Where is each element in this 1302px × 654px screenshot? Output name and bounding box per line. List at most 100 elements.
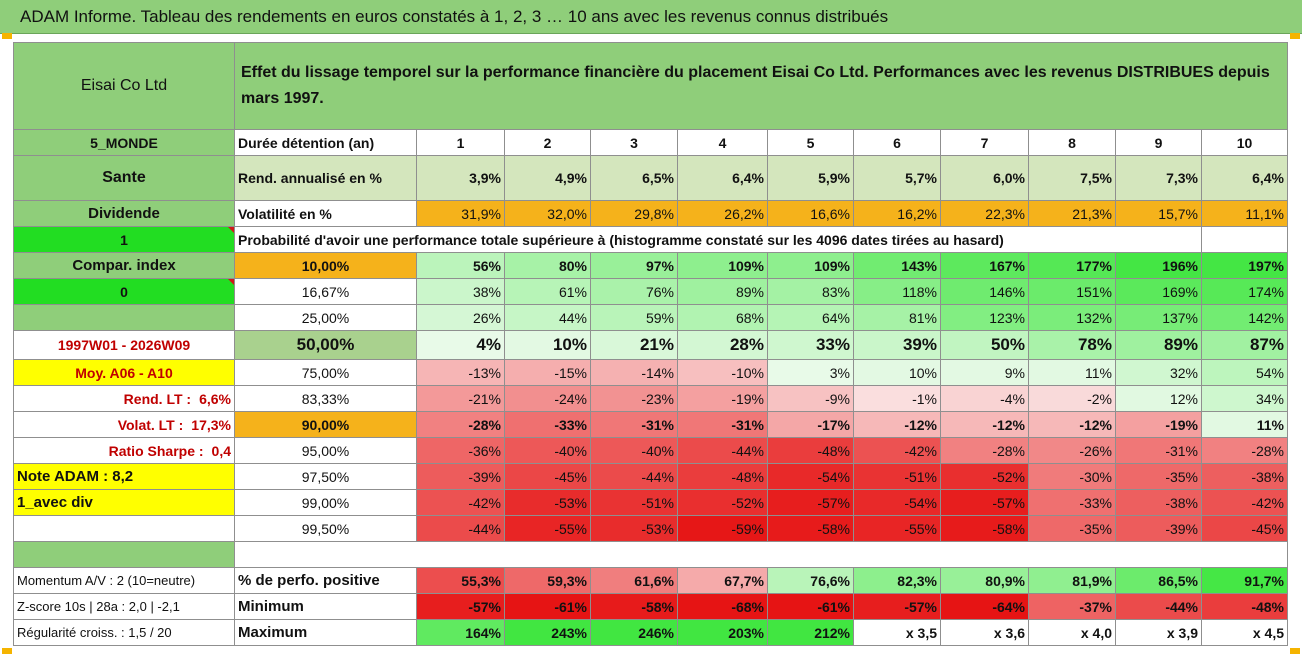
minimum-value: -57% [853, 593, 941, 620]
probability-value: 78% [1028, 330, 1116, 360]
probability-value: -55% [853, 515, 941, 542]
rend-value: 6,5% [590, 155, 678, 201]
maximum-value: 164% [416, 619, 505, 646]
probability-value: -24% [504, 385, 591, 412]
probability-value: -33% [1028, 489, 1116, 516]
sharpe-label-value: 0,4 [211, 442, 231, 459]
empty-side-cell [13, 304, 235, 331]
maximum-value: 212% [767, 619, 854, 646]
probability-value: -42% [1201, 489, 1288, 516]
percentile-label: 95,00% [234, 437, 417, 464]
probability-value: 33% [767, 330, 854, 360]
percentile-label: 50,00% [234, 330, 417, 360]
probability-row: 1_avec div 99,00% -42% -53% -51% -52% -57% -54%… [13, 489, 1288, 516]
volat-value: 29,8% [590, 200, 678, 227]
probability-value: 174% [1201, 278, 1288, 305]
duration-label: Durée détention (an) [234, 129, 417, 156]
probability-value: 97% [590, 252, 678, 279]
probability-value: -55% [504, 515, 591, 542]
probability-value: 10% [504, 330, 591, 360]
rend-value: 6,4% [1201, 155, 1288, 201]
probability-value: -52% [677, 489, 768, 516]
rend-value: 7,5% [1028, 155, 1116, 201]
rend-value: 5,7% [853, 155, 941, 201]
rend-value: 5,9% [767, 155, 854, 201]
separator-cell [234, 541, 1288, 568]
positive-value: 81,9% [1028, 567, 1116, 594]
probability-value: -35% [1028, 515, 1116, 542]
type-label: Dividende [13, 200, 235, 227]
probability-value: -44% [677, 437, 768, 464]
positive-value: 76,6% [767, 567, 854, 594]
probability-value: -38% [1201, 463, 1288, 490]
probability-value: -33% [504, 411, 591, 438]
maximum-value: x 3,6 [940, 619, 1029, 646]
year-header: 2 [504, 129, 591, 156]
volat-row: Dividende Volatilité en % 31,9% 32,0% 29,8… [13, 200, 1288, 227]
minimum-value: -64% [940, 593, 1029, 620]
probability-value: 3% [767, 359, 854, 386]
period-label: 1997W01 - 2026W09 [13, 330, 235, 360]
maximum-value: x 4,0 [1028, 619, 1116, 646]
probability-row: Note ADAM : 8,2 97,50% -39% -45% -44% -48% -54… [13, 463, 1288, 490]
maximum-value: 203% [677, 619, 768, 646]
positive-value: 86,5% [1115, 567, 1202, 594]
probability-value: 177% [1028, 252, 1116, 279]
probability-value: 32% [1115, 359, 1202, 386]
minimum-value: -48% [1201, 593, 1288, 620]
probability-value: 167% [940, 252, 1029, 279]
positive-value: 59,3% [504, 567, 591, 594]
percentile-label: 10,00% [234, 252, 417, 279]
sector-label: Sante [13, 155, 235, 201]
probability-value: -48% [677, 463, 768, 490]
probability-value: -12% [853, 411, 941, 438]
probability-value: -59% [677, 515, 768, 542]
probability-row: Ratio Sharpe :0,4 95,00% -36% -40% -40% -44% -… [13, 437, 1288, 464]
year-header: 8 [1028, 129, 1116, 156]
probability-value: 4% [416, 330, 505, 360]
probability-value: 50% [940, 330, 1029, 360]
minimum-value: -68% [677, 593, 768, 620]
probability-value: 12% [1115, 385, 1202, 412]
probability-value: 68% [677, 304, 768, 331]
minimum-value: -37% [1028, 593, 1116, 620]
corner-marker [1290, 648, 1300, 654]
company-name: Eisai Co Ltd [13, 42, 235, 130]
probability-value: -23% [590, 385, 678, 412]
percentile-label: 25,00% [234, 304, 417, 331]
minimum-value: -61% [504, 593, 591, 620]
compar-index-label: Compar. index [13, 252, 235, 279]
probability-value: -36% [416, 437, 505, 464]
probability-value: -51% [853, 463, 941, 490]
probability-row: 99,50% -44% -55% -53% -59% -58% -55% -58% -35% -3… [13, 515, 1288, 542]
rend-value: 3,9% [416, 155, 505, 201]
percentile-label: 75,00% [234, 359, 417, 386]
probability-value: -10% [677, 359, 768, 386]
duration-row: 5_MONDE Durée détention (an) 1 2 3 4 5 6 7 8 9 10 [13, 129, 1288, 156]
probability-value: 146% [940, 278, 1029, 305]
probability-value: -9% [767, 385, 854, 412]
rend-value: 6,4% [677, 155, 768, 201]
volat-value: 22,3% [940, 200, 1029, 227]
probability-value: -30% [1028, 463, 1116, 490]
volat-lt-label-text: Volat. LT : [117, 416, 184, 433]
probability-value: 132% [1028, 304, 1116, 331]
probability-value: 81% [853, 304, 941, 331]
minimum-value: -61% [767, 593, 854, 620]
volat-lt-label-value: 17,3% [191, 416, 231, 433]
probability-value: 9% [940, 359, 1029, 386]
year-header: 4 [677, 129, 768, 156]
probability-value: -17% [767, 411, 854, 438]
probability-value: -35% [1115, 463, 1202, 490]
probability-value: -52% [940, 463, 1029, 490]
probability-value: -51% [590, 489, 678, 516]
rend-value: 4,9% [504, 155, 591, 201]
positive-value: 80,9% [940, 567, 1029, 594]
rend-value: 6,0% [940, 155, 1029, 201]
positive-value: 67,7% [677, 567, 768, 594]
probability-value: 64% [767, 304, 854, 331]
rend-lt-label-value: 6,6% [199, 390, 231, 407]
probability-value: 11% [1201, 411, 1288, 438]
probability-value: 34% [1201, 385, 1288, 412]
probability-value: -58% [767, 515, 854, 542]
